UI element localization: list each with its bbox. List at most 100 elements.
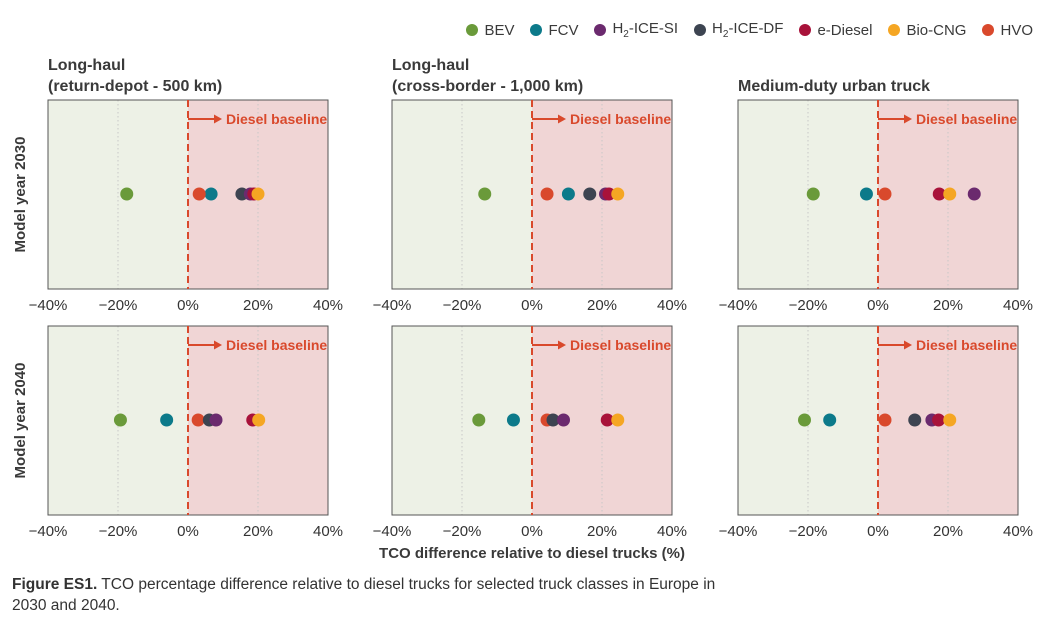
x-tick-label: 0% — [521, 523, 543, 540]
column-title-line1: Long-haul — [48, 57, 125, 74]
legend-label: e-Diesel — [817, 21, 873, 39]
point-bev — [472, 413, 486, 427]
point-h2si — [967, 187, 981, 201]
legend-item-fcv: FCV — [530, 22, 578, 39]
point-h2si — [557, 413, 570, 427]
x-tick-label: −40% — [719, 523, 758, 540]
baseline-label: Diesel baseline — [226, 111, 327, 127]
legend-label: H2-ICE-DF — [712, 20, 784, 40]
x-tick-label: 20% — [587, 523, 617, 540]
x-tick-label: 40% — [313, 297, 343, 314]
caption-bold: Figure ES1. — [12, 576, 98, 593]
point-fcv — [561, 187, 575, 201]
x-tick-label: −40% — [373, 297, 412, 314]
baseline-label: Diesel baseline — [916, 111, 1017, 127]
legend-label: Bio-CNG — [906, 21, 967, 39]
point-bev — [120, 187, 134, 201]
baseline-label: Diesel baseline — [570, 111, 671, 127]
legend-label: HVO — [1000, 21, 1033, 39]
x-tick-label: −40% — [29, 297, 68, 314]
legend-swatch-fcv — [530, 24, 543, 36]
legend-swatch-h2si — [594, 24, 607, 36]
x-tick-label: 20% — [933, 297, 963, 314]
row-label: Model year 2040 — [12, 363, 29, 479]
point-ediesel — [932, 187, 946, 201]
x-tick-label: 20% — [587, 297, 617, 314]
legend-item-hvo: HVO — [982, 22, 1033, 39]
point-h2df — [908, 413, 922, 427]
point-fcv — [823, 413, 837, 427]
point-bev — [478, 187, 492, 201]
x-tick-label: −20% — [789, 297, 828, 314]
legend-swatch-biocng — [888, 24, 901, 36]
point-fcv — [506, 413, 520, 427]
x-tick-label: −20% — [443, 523, 482, 540]
baseline-label: Diesel baseline — [570, 337, 671, 353]
x-tick-label: −20% — [443, 297, 482, 314]
point-fcv — [859, 187, 873, 201]
point-bev — [806, 187, 820, 201]
point-biocng — [943, 413, 957, 427]
point-biocng — [251, 187, 265, 201]
point-hvo — [192, 187, 206, 201]
column-title-line2: (return-depot - 500 km) — [48, 78, 222, 95]
row-label: Model year 2030 — [12, 137, 29, 253]
point-biocng — [611, 187, 625, 201]
column-title-line1: Long-haul — [392, 57, 469, 74]
x-tick-label: −20% — [99, 297, 138, 314]
legend-item-ediesel: e-Diesel — [799, 22, 872, 39]
x-tick-label: 20% — [243, 297, 273, 314]
x-tick-label: 20% — [933, 523, 963, 540]
baseline-label: Diesel baseline — [226, 337, 327, 353]
x-tick-label: 0% — [521, 297, 543, 314]
legend-swatch-ediesel — [799, 24, 812, 36]
point-fcv — [204, 187, 218, 201]
baseline-arrow-head — [904, 114, 912, 124]
point-hvo — [540, 187, 554, 201]
point-biocng — [943, 187, 957, 201]
x-tick-label: −40% — [719, 297, 758, 314]
x-tick-label: 40% — [1003, 297, 1033, 314]
baseline-arrow-head — [558, 114, 566, 124]
x-tick-label: 20% — [243, 523, 273, 540]
point-biocng — [252, 413, 266, 427]
point-biocng — [611, 413, 625, 427]
point-bev — [798, 413, 811, 427]
tco-figure: Long-haul (return-depot - 500 km) Long-hau… — [12, 57, 1033, 562]
x-tick-label: 0% — [177, 523, 199, 540]
baseline-arrow-head — [558, 340, 566, 350]
column-title-line2: (cross-border - 1,000 km) — [392, 78, 583, 95]
point-hvo — [878, 187, 892, 201]
x-tick-label: 40% — [657, 297, 687, 314]
caption-text: TCO percentage difference relative to di… — [12, 576, 716, 614]
x-tick-label: 0% — [177, 297, 199, 314]
point-h2df — [583, 187, 597, 201]
point-fcv — [160, 413, 174, 427]
legend-item-h2si: H2-ICE-SI — [594, 20, 678, 40]
baseline-arrow-head — [214, 114, 222, 124]
legend-item-bev: BEV — [466, 22, 514, 39]
point-h2df — [546, 413, 560, 427]
legend-label: BEV — [484, 21, 515, 39]
x-tick-label: −40% — [373, 523, 412, 540]
legend-swatch-h2df — [694, 24, 707, 36]
x-tick-label: 40% — [1003, 523, 1033, 540]
legend-item-biocng: Bio-CNG — [888, 22, 966, 39]
legend-swatch-hvo — [982, 24, 995, 36]
x-tick-label: 0% — [867, 297, 889, 314]
legend-label: FCV — [548, 21, 579, 39]
legend-item-h2df: H2-ICE-DF — [694, 20, 783, 40]
legend: BEV FCV H2-ICE-SI H2-ICE-DF e-Diesel Bio-CNG H… — [466, 20, 1033, 40]
x-tick-label: −20% — [99, 523, 138, 540]
baseline-arrow-head — [214, 340, 222, 350]
figure-caption: Figure ES1. TCO percentage difference re… — [12, 574, 732, 616]
point-hvo — [878, 413, 892, 427]
column-title-line2: Medium-duty urban truck — [738, 78, 930, 95]
legend-label: H2-ICE-SI — [612, 20, 679, 40]
legend-swatch-bev — [466, 24, 479, 36]
x-tick-label: −40% — [29, 523, 68, 540]
point-ediesel — [932, 413, 946, 427]
x-tick-label: −20% — [789, 523, 828, 540]
point-ediesel — [600, 413, 614, 427]
x-axis-label: TCO difference relative to diesel trucks… — [379, 545, 685, 562]
